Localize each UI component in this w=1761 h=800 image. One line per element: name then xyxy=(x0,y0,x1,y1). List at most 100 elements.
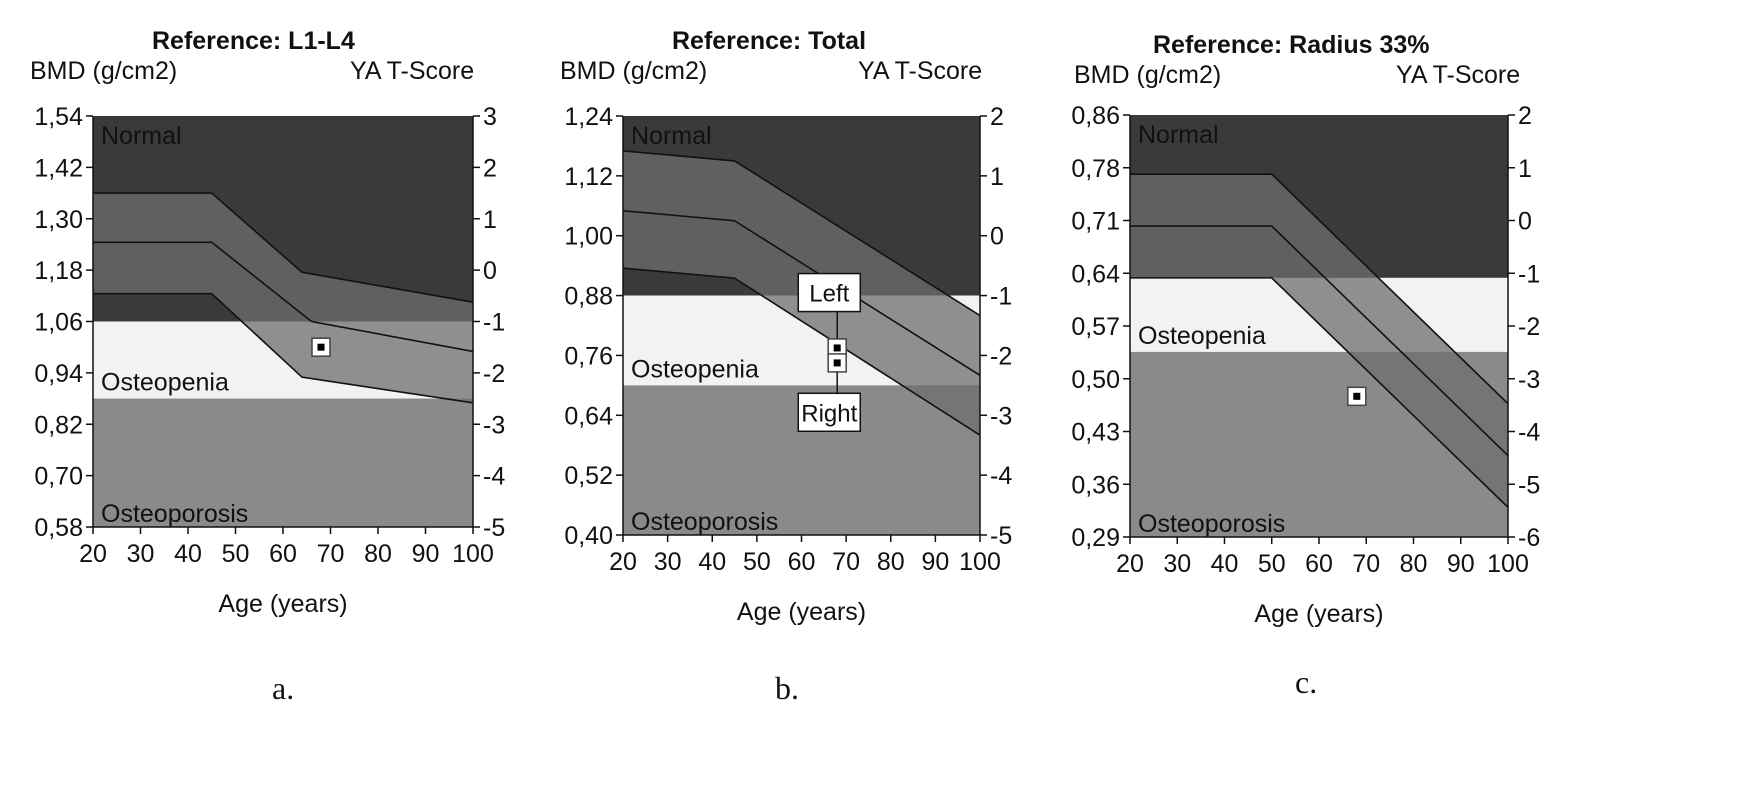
y-left-tick-label: 1,54 xyxy=(34,103,83,131)
y-left-tick-label: 1,30 xyxy=(34,206,83,234)
y-right-tick-label: 1 xyxy=(483,206,497,234)
chart-plot-c: Normal Osteopenia Osteoporosis 0,86 0,78 0,71… xyxy=(1071,102,1540,628)
zone-label: Osteoporosis xyxy=(631,508,778,536)
chart-title: Reference: Total xyxy=(672,27,867,55)
zone-label: Osteopenia xyxy=(631,355,759,383)
y-right-tick-label: -3 xyxy=(990,402,1012,430)
x-tick-label: 40 xyxy=(1211,550,1239,578)
y-right-tick-label: -3 xyxy=(483,411,505,439)
y-left-tick-label: 0,88 xyxy=(564,283,613,311)
y-axis-left-label: BMD (g/cm2) xyxy=(1074,61,1222,89)
y-right-tick-label: -4 xyxy=(1518,419,1540,447)
y-right-tick-label: 2 xyxy=(1518,102,1532,130)
reference-curve xyxy=(1130,225,1508,457)
y-left-tick-label: 0,70 xyxy=(34,463,83,491)
y-right-tick-label: -1 xyxy=(990,283,1012,311)
y-right-tick-label: 2 xyxy=(990,103,1004,131)
reference-curve xyxy=(1130,277,1508,508)
x-tick-label: 50 xyxy=(222,540,250,568)
x-tick-label: 100 xyxy=(452,540,494,568)
y-left-tick-label: 0,76 xyxy=(564,342,613,370)
x-tick-label: 60 xyxy=(1305,550,1333,578)
y-left-tick-label: 0,82 xyxy=(34,411,83,439)
zone-label: Normal xyxy=(101,122,182,150)
reference-curve xyxy=(623,267,980,436)
figure-caption: c. xyxy=(1295,664,1318,700)
y-right-tick-label: -4 xyxy=(990,462,1012,490)
x-tick-label: 30 xyxy=(654,548,682,576)
x-tick-label: 60 xyxy=(788,548,816,576)
x-tick-label: 40 xyxy=(174,540,202,568)
zone-label: Osteoporosis xyxy=(101,500,248,528)
reference-curve xyxy=(93,241,473,353)
y-axis-right-label: YA T-Score xyxy=(858,57,983,85)
y-axis-right-label: YA T-Score xyxy=(1396,61,1521,89)
zone-label: Normal xyxy=(631,122,712,150)
y-right-tick-label: -1 xyxy=(483,309,505,337)
zone-band xyxy=(93,398,473,527)
y-right-tick-label: -5 xyxy=(990,522,1012,550)
y-left-tick-label: 0,29 xyxy=(1071,524,1120,552)
chart-panel-b: Reference: Total BMD (g/cm2) YA T-Score … xyxy=(520,0,1080,800)
zone-label: Osteopenia xyxy=(1138,322,1266,350)
x-tick-label: 70 xyxy=(317,540,345,568)
annotation-label: Left xyxy=(809,281,849,308)
reference-curve xyxy=(93,192,473,304)
x-tick-label: 20 xyxy=(79,540,107,568)
chart-panel-c: Reference: Radius 33% BMD (g/cm2) YA T-S… xyxy=(1036,0,1761,800)
y-right-tick-label: -1 xyxy=(1518,260,1540,288)
chart-plot-b: Normal Osteopenia Osteoporosis Left Right 1,2… xyxy=(564,103,1012,626)
y-axis-left-label: BMD (g/cm2) xyxy=(30,57,178,85)
x-tick-label: 70 xyxy=(1352,550,1380,578)
y-right-tick-label: 1 xyxy=(1518,155,1532,183)
y-axis-left-label: BMD (g/cm2) xyxy=(560,57,708,85)
chart-title: Reference: Radius 33% xyxy=(1153,31,1430,59)
y-right-tick-label: -2 xyxy=(990,342,1012,370)
y-left-tick-label: 1,42 xyxy=(34,154,83,182)
y-left-tick-label: 0,86 xyxy=(1071,102,1120,130)
y-right-tick-label: 0 xyxy=(1518,208,1532,236)
y-right-tick-label: -5 xyxy=(483,514,505,542)
y-left-tick-label: 0,71 xyxy=(1071,208,1120,236)
x-axis-label: Age (years) xyxy=(1254,600,1383,628)
y-right-tick-label: -4 xyxy=(483,463,505,491)
x-tick-label: 50 xyxy=(743,548,771,576)
y-left-tick-label: 1,00 xyxy=(564,223,613,251)
y-left-tick-label: 0,78 xyxy=(1071,155,1120,183)
x-tick-label: 80 xyxy=(877,548,905,576)
y-right-tick-label: 2 xyxy=(483,154,497,182)
y-right-tick-label: -3 xyxy=(1518,366,1540,394)
x-tick-label: 90 xyxy=(921,548,949,576)
y-left-tick-label: 0,64 xyxy=(1071,260,1120,288)
figure-caption: b. xyxy=(775,670,799,706)
data-point xyxy=(833,359,841,367)
x-tick-label: 30 xyxy=(127,540,155,568)
y-left-tick-label: 0,40 xyxy=(564,522,613,550)
y-right-tick-label: 0 xyxy=(990,223,1004,251)
y-left-tick-label: 0,58 xyxy=(34,514,83,542)
x-tick-label: 20 xyxy=(1116,550,1144,578)
x-tick-label: 80 xyxy=(1400,550,1428,578)
y-axis-right-label: YA T-Score xyxy=(350,57,475,85)
x-tick-label: 100 xyxy=(1487,550,1529,578)
y-left-tick-label: 0,52 xyxy=(564,462,613,490)
y-right-tick-label: 3 xyxy=(483,103,497,131)
x-tick-label: 60 xyxy=(269,540,297,568)
zone-label: Osteopenia xyxy=(101,369,229,397)
annotation-label: Right xyxy=(801,400,857,427)
data-point xyxy=(1353,392,1361,400)
chart-title: Reference: L1-L4 xyxy=(152,27,355,55)
y-right-tick-label: 1 xyxy=(990,163,1004,191)
x-tick-label: 30 xyxy=(1163,550,1191,578)
x-tick-label: 90 xyxy=(412,540,440,568)
annotation-box xyxy=(797,392,862,433)
y-left-tick-label: 0,43 xyxy=(1071,419,1120,447)
y-right-tick-label: -2 xyxy=(483,360,505,388)
x-tick-label: 50 xyxy=(1258,550,1286,578)
y-right-tick-label: -2 xyxy=(1518,313,1540,341)
reference-curve xyxy=(623,150,980,317)
reference-curve xyxy=(93,292,473,404)
data-point xyxy=(833,344,841,352)
x-axis-label: Age (years) xyxy=(218,590,347,618)
x-tick-label: 20 xyxy=(609,548,637,576)
